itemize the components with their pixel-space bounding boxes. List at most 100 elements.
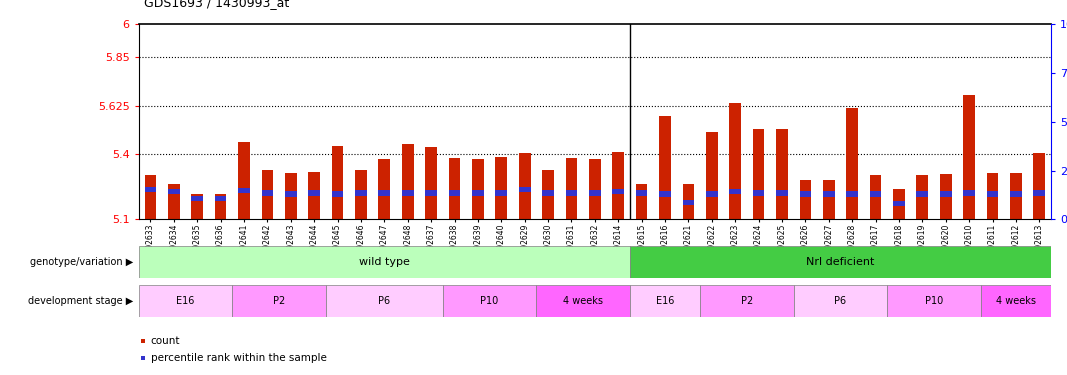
Bar (448, 190, 460, 195)
Bar (888, 285, 981, 317)
Bar (776, 190, 787, 195)
Bar (402, 144, 414, 219)
Bar (443, 285, 537, 317)
Bar (233, 285, 325, 317)
Bar (589, 159, 601, 219)
Bar (630, 246, 1051, 278)
Text: P2: P2 (740, 296, 753, 306)
Text: genotype/variation ▶: genotype/variation ▶ (30, 256, 133, 267)
Bar (940, 191, 952, 196)
Text: wild type: wild type (359, 256, 410, 267)
Text: count: count (150, 336, 180, 346)
Bar (706, 191, 718, 196)
Bar (964, 190, 975, 195)
Bar (987, 191, 999, 196)
Text: E16: E16 (176, 296, 194, 306)
Bar (214, 195, 226, 219)
Bar (636, 184, 648, 219)
Bar (379, 159, 391, 219)
Bar (214, 195, 226, 201)
Bar (870, 175, 881, 219)
Text: Nrl deficient: Nrl deficient (807, 256, 875, 267)
Bar (659, 117, 671, 219)
Bar (285, 173, 297, 219)
Bar (566, 190, 577, 195)
Bar (589, 190, 601, 195)
Bar (495, 190, 507, 195)
Bar (799, 180, 811, 219)
Bar (519, 153, 530, 219)
Bar (893, 201, 905, 206)
Bar (261, 190, 273, 195)
Bar (630, 285, 700, 317)
Text: 4 weeks: 4 weeks (563, 296, 603, 306)
Bar (752, 129, 764, 219)
Bar (426, 190, 437, 195)
Bar (794, 285, 888, 317)
Bar (519, 187, 530, 192)
Bar (1010, 191, 1022, 196)
Bar (612, 152, 624, 219)
Bar (238, 188, 250, 194)
Bar (700, 285, 794, 317)
Bar (987, 173, 999, 219)
Text: GDS1693 / 1430993_at: GDS1693 / 1430993_at (144, 0, 289, 9)
Bar (168, 189, 179, 195)
Bar (308, 190, 320, 195)
Bar (776, 129, 787, 219)
Bar (448, 158, 460, 219)
Text: P6: P6 (379, 296, 391, 306)
Text: P2: P2 (273, 296, 285, 306)
Bar (332, 146, 344, 219)
Bar (612, 189, 624, 195)
Bar (379, 190, 391, 195)
Bar (1034, 153, 1046, 219)
Bar (308, 172, 320, 219)
Bar (285, 191, 297, 196)
Bar (683, 184, 695, 219)
Bar (191, 195, 203, 201)
Bar (917, 175, 928, 219)
Bar (940, 174, 952, 219)
Text: development stage ▶: development stage ▶ (28, 296, 133, 306)
Bar (472, 159, 483, 219)
Bar (636, 190, 648, 195)
Bar (1034, 190, 1046, 195)
Bar (168, 184, 179, 219)
Bar (823, 180, 834, 219)
Bar (566, 158, 577, 219)
Bar (139, 246, 630, 278)
Bar (261, 170, 273, 219)
Bar (846, 108, 858, 219)
Bar (659, 191, 671, 196)
Bar (1010, 173, 1022, 219)
Bar (981, 285, 1051, 317)
Text: P6: P6 (834, 296, 846, 306)
Bar (542, 170, 554, 219)
Text: 4 weeks: 4 weeks (996, 296, 1036, 306)
Bar (355, 170, 367, 219)
Bar (799, 191, 811, 196)
Bar (191, 195, 203, 219)
Bar (917, 191, 928, 196)
Bar (139, 285, 233, 317)
Bar (964, 95, 975, 219)
Bar (537, 285, 630, 317)
Bar (402, 190, 414, 195)
Bar (823, 191, 834, 196)
Bar (730, 104, 742, 219)
Text: E16: E16 (656, 296, 674, 306)
Bar (846, 191, 858, 196)
Bar (144, 187, 156, 192)
Bar (426, 147, 437, 219)
Bar (495, 156, 507, 219)
Text: percentile rank within the sample: percentile rank within the sample (150, 353, 327, 363)
Bar (238, 142, 250, 219)
Bar (683, 200, 695, 205)
Bar (355, 190, 367, 195)
Bar (472, 190, 483, 195)
Bar (752, 190, 764, 195)
Bar (893, 189, 905, 219)
Bar (730, 189, 742, 195)
Bar (870, 191, 881, 196)
